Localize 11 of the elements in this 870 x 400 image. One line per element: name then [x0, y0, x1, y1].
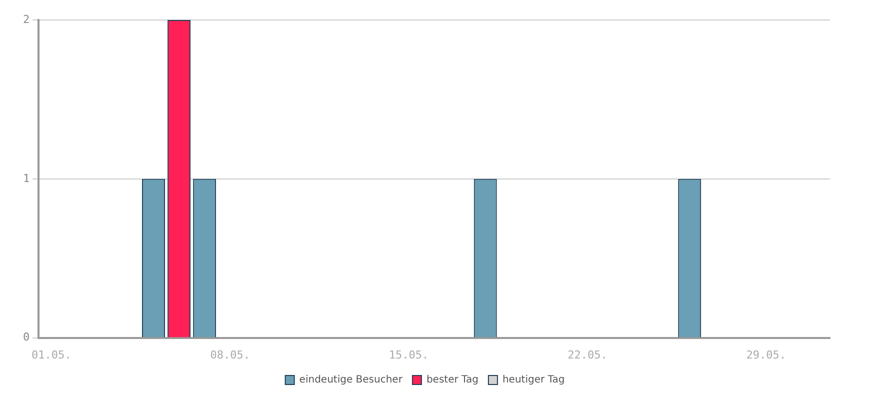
x-tick-label: 22.05. [568, 348, 608, 362]
y-tick-label: 2 [23, 12, 30, 26]
legend-label: heutiger Tag [502, 374, 565, 386]
x-tick-label: 08.05. [210, 348, 250, 362]
y-tick-label: 1 [23, 172, 30, 185]
x-tick-label: 29.05. [746, 348, 786, 362]
legend-label: bester Tag [426, 374, 478, 386]
legend-label: eindeutige Besucher [299, 374, 404, 386]
x-tick-label: 15.05. [388, 348, 429, 362]
x-tick-label: 01.05. [32, 348, 72, 362]
y-tick-label: 0 [23, 330, 30, 344]
